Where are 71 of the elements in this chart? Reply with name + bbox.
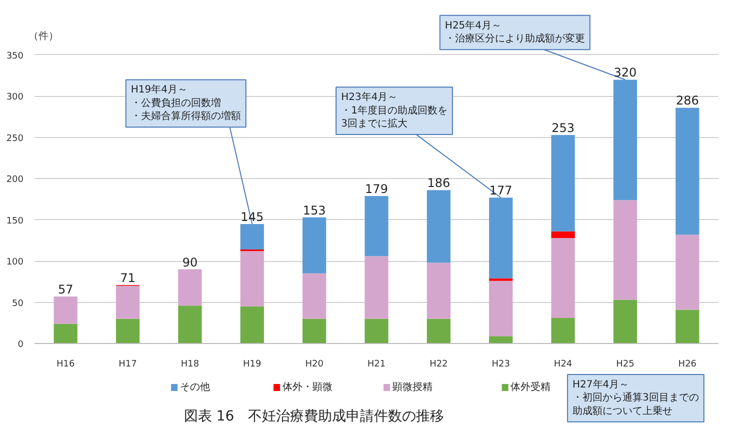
bar bbox=[613, 80, 638, 200]
total-label: 179 bbox=[365, 182, 388, 196]
x-tick-label: H19 bbox=[243, 360, 262, 370]
bar bbox=[613, 300, 638, 344]
bar bbox=[302, 273, 326, 319]
total-label: 320 bbox=[614, 66, 637, 80]
y-tick-label: 300 bbox=[6, 92, 24, 103]
x-tick-label: H16 bbox=[56, 360, 75, 370]
x-tick-label: H18 bbox=[180, 360, 200, 370]
bar bbox=[364, 196, 388, 256]
bar bbox=[240, 251, 264, 306]
bar bbox=[240, 224, 264, 250]
y-tick-label: 50 bbox=[12, 298, 24, 309]
legend-label: その他 bbox=[180, 381, 210, 393]
bar bbox=[240, 306, 264, 344]
y-tick-label: 200 bbox=[6, 175, 24, 186]
x-tick-label: H21 bbox=[367, 360, 386, 370]
bar bbox=[302, 217, 326, 274]
legend-label: 体外受精 bbox=[510, 381, 551, 393]
bar bbox=[551, 231, 575, 238]
legend-label: 顕微授精 bbox=[391, 381, 432, 393]
bar bbox=[178, 306, 202, 344]
bar bbox=[489, 336, 513, 344]
bar bbox=[364, 318, 388, 344]
x-tick-label: H20 bbox=[305, 360, 324, 370]
bar bbox=[54, 324, 78, 344]
bar bbox=[116, 318, 140, 344]
total-label: 153 bbox=[302, 203, 326, 218]
total-label: 90 bbox=[182, 255, 198, 270]
total-label: 253 bbox=[552, 120, 574, 135]
x-tick-label: H26 bbox=[678, 360, 697, 370]
annotation: H19年4月～・公費負担の回数増・夫婦合算所得額の増額 bbox=[130, 84, 241, 122]
bar bbox=[302, 318, 326, 344]
total-label: 186 bbox=[427, 176, 450, 190]
x-tick-label: H17 bbox=[118, 360, 137, 370]
total-label: 57 bbox=[58, 282, 74, 297]
bar bbox=[426, 262, 450, 319]
x-tick-label: H25 bbox=[616, 360, 634, 370]
text: H27年4月～・初回から通算3回目までの助成額について上乗せ bbox=[572, 378, 699, 417]
y-axis-title: （件） bbox=[28, 31, 58, 42]
x-tick-label: H23 bbox=[492, 360, 510, 370]
bar bbox=[551, 318, 575, 344]
y-tick-label: 350 bbox=[6, 51, 24, 62]
bar bbox=[178, 269, 202, 306]
bar bbox=[676, 108, 700, 235]
annotation: H25年4月～・治療区分により助成額が変更 bbox=[444, 19, 585, 45]
legend-label: 体外・顕微 bbox=[282, 381, 332, 393]
bar bbox=[551, 134, 575, 232]
total-label: 177 bbox=[489, 184, 512, 198]
bar bbox=[489, 278, 513, 281]
total-label: 71 bbox=[120, 270, 136, 285]
bar bbox=[116, 286, 140, 319]
annotation: H23年4月～・1年度目の助成回数を3回までに拡大 bbox=[341, 91, 448, 130]
bar bbox=[676, 310, 700, 344]
x-tick-label: H24 bbox=[554, 360, 572, 370]
y-tick-label: 0 bbox=[18, 340, 24, 350]
x-tick-label: H22 bbox=[430, 360, 448, 370]
bar bbox=[426, 318, 450, 344]
bar bbox=[489, 198, 513, 278]
y-tick-label: 100 bbox=[6, 258, 24, 268]
y-tick-label: 250 bbox=[6, 134, 24, 144]
total-label: 286 bbox=[676, 94, 699, 108]
bar bbox=[364, 256, 388, 319]
bar bbox=[426, 190, 450, 263]
bar bbox=[613, 200, 638, 300]
text: 図表 16 不妊治療費助成申請件数の推移 bbox=[184, 408, 444, 424]
bar bbox=[489, 280, 513, 336]
bar bbox=[54, 296, 78, 324]
bar bbox=[676, 234, 700, 310]
y-tick-label: 150 bbox=[6, 216, 24, 226]
bar bbox=[551, 238, 575, 318]
